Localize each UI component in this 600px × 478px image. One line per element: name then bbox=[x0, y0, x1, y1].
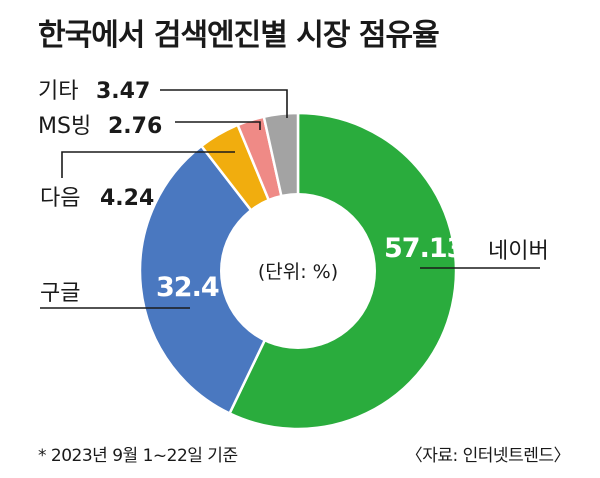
label-msbing-value: 2.76 bbox=[108, 114, 162, 139]
label-msbing-name: MS빙 bbox=[38, 114, 91, 139]
leader-line-daum bbox=[61, 151, 235, 178]
label-naver-name: 네이버 bbox=[488, 239, 549, 264]
label-etc-name: 기타 bbox=[38, 79, 78, 104]
label-google-value: 32.4 bbox=[156, 272, 219, 303]
leader-line-etc bbox=[160, 89, 288, 118]
footnote: * 2023년 9월 1~22일 기준 bbox=[38, 446, 238, 466]
label-daum-value: 4.24 bbox=[100, 186, 154, 211]
unit-label: (단위: %) bbox=[258, 261, 338, 283]
slice-google bbox=[138, 144, 300, 416]
source-note: 〈자료: 인터넷트렌드〉 bbox=[405, 446, 571, 466]
chart-title: 한국에서 검색엔진별 시장 점유율 bbox=[38, 18, 440, 53]
label-daum-name: 다음 bbox=[40, 186, 80, 211]
label-etc-value: 3.47 bbox=[96, 79, 150, 104]
leader-line-msbing bbox=[175, 121, 261, 130]
label-google-name: 구글 bbox=[40, 281, 80, 306]
label-naver-value: 57.13 bbox=[384, 233, 464, 264]
donut-hole bbox=[220, 193, 376, 349]
